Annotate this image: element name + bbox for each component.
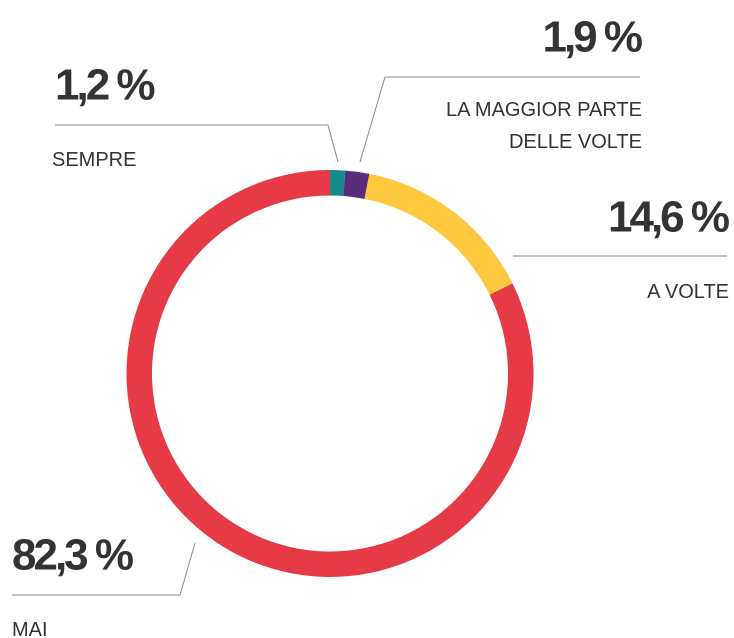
leader-line bbox=[55, 124, 339, 163]
donut-segment bbox=[364, 173, 513, 295]
value-label: 82,3 % bbox=[12, 531, 133, 580]
category-label: LA MAGGIOR PARTE DELLE VOLTE bbox=[446, 99, 642, 153]
category-label: MAI bbox=[12, 619, 48, 638]
leader-line bbox=[12, 542, 196, 596]
category-label: SEMPRE bbox=[52, 149, 137, 171]
donut-segment bbox=[330, 170, 346, 197]
category-label: A VOLTE bbox=[647, 281, 729, 303]
donut-segment bbox=[343, 170, 370, 199]
value-label: 1,9 % bbox=[542, 13, 641, 62]
value-label: 1,2 % bbox=[55, 61, 154, 110]
leader-line bbox=[359, 76, 640, 163]
value-label: 14,6 % bbox=[608, 193, 729, 242]
